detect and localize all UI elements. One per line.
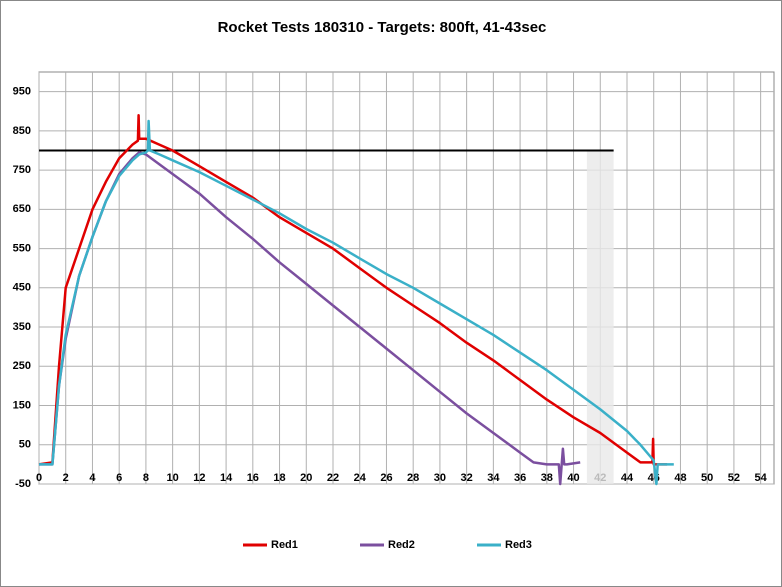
plot-area xyxy=(38,71,775,485)
y-tick-label: 950 xyxy=(13,86,31,98)
x-tick-label: 4 xyxy=(89,472,96,484)
x-tick-label: 26 xyxy=(380,472,392,484)
x-tick-label: 24 xyxy=(354,472,367,484)
x-tick-label: 20 xyxy=(300,472,312,484)
y-tick-label: 650 xyxy=(13,203,31,215)
series-line xyxy=(39,119,674,486)
y-tick-label: 750 xyxy=(13,164,31,176)
legend-label: Red2 xyxy=(388,539,415,551)
series-line xyxy=(38,113,668,466)
x-tick-label: 32 xyxy=(461,472,473,484)
x-tick-label: 52 xyxy=(728,472,740,484)
x-tick-label: 54 xyxy=(755,472,768,484)
y-tick-label: 250 xyxy=(13,360,31,372)
x-tick-label: 14 xyxy=(220,472,233,484)
x-tick-label: 18 xyxy=(273,472,285,484)
x-tick-label: 22 xyxy=(327,472,339,484)
x-tick-label: 40 xyxy=(567,472,579,484)
x-tick-label: 36 xyxy=(514,472,526,484)
x-tick-label: 38 xyxy=(541,472,553,484)
legend-label: Red3 xyxy=(505,539,532,551)
legend-label: Red1 xyxy=(271,539,298,551)
y-tick-label: 450 xyxy=(13,282,31,294)
y-tick-label: 350 xyxy=(13,321,31,333)
y-tick-label: 50 xyxy=(19,439,31,451)
y-tick-label: 150 xyxy=(13,399,31,411)
x-tick-label: 30 xyxy=(434,472,446,484)
x-tick-label: 50 xyxy=(701,472,713,484)
x-tick-label: 16 xyxy=(247,472,259,484)
x-tick-label: 48 xyxy=(674,472,686,484)
x-tick-label: 2 xyxy=(63,472,69,484)
y-tick-label: 850 xyxy=(13,125,31,137)
y-tick-label: 550 xyxy=(13,242,31,254)
x-tick-label: 12 xyxy=(193,472,205,484)
x-tick-label: 0 xyxy=(36,472,42,484)
x-tick-label: 34 xyxy=(487,472,500,484)
x-tick-label: 44 xyxy=(621,472,634,484)
chart-title: Rocket Tests 180310 - Targets: 800ft, 41… xyxy=(218,19,547,36)
x-tick-label: 6 xyxy=(116,472,122,484)
x-tick-label: 10 xyxy=(167,472,179,484)
y-tick-label: -50 xyxy=(15,478,31,490)
x-tick-label: 28 xyxy=(407,472,419,484)
x-tick-label: 8 xyxy=(143,472,149,484)
